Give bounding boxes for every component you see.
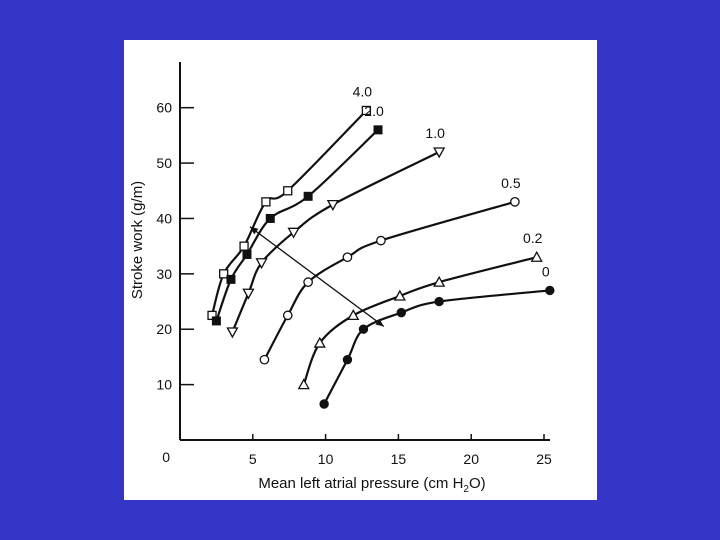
markers	[207, 105, 555, 409]
series-label: 1.0	[425, 125, 445, 141]
open-triangle-up-marker	[347, 309, 360, 321]
x-tick-label: 10	[318, 451, 334, 467]
y-tick-label: 60	[156, 100, 172, 116]
series-label: 0.2	[523, 230, 543, 246]
y-tick-label: 10	[156, 377, 172, 393]
y-tick-label: 30	[156, 266, 172, 282]
open-triangle-up-marker	[313, 336, 326, 348]
series-label: 0	[542, 263, 550, 279]
open-triangle-up-marker	[433, 275, 446, 287]
series-label: 4.0	[353, 83, 373, 99]
series-line	[302, 256, 537, 386]
x-axis-title-end: O)	[469, 475, 486, 492]
double-arrow-annotation	[249, 226, 385, 327]
filled-square-marker	[265, 213, 275, 223]
open-triangle-down-marker	[255, 258, 268, 270]
axes	[179, 62, 550, 441]
open-circle-marker	[282, 310, 293, 321]
open-circle-marker	[342, 252, 353, 263]
open-triangle-down-marker	[326, 199, 339, 211]
open-square-marker	[261, 197, 271, 207]
filled-circle-marker	[319, 399, 329, 409]
y-tick-label: 50	[156, 155, 172, 171]
open-triangle-up-marker	[393, 289, 406, 301]
x-axis-title: Mean left atrial pressure (cm H2O)	[258, 475, 485, 495]
y-tick-label: 20	[156, 321, 172, 337]
open-circle-marker	[376, 235, 386, 246]
filled-square-marker	[242, 249, 252, 259]
curve-labels: 4.0 2.0 1.0 0.5 0.2 0	[353, 83, 550, 279]
open-triangle-up-marker	[530, 250, 543, 262]
open-circle-marker	[259, 354, 270, 365]
filled-circle-marker	[396, 307, 407, 318]
series-line	[231, 151, 440, 333]
series-label: 0.5	[501, 175, 521, 191]
open-circle-marker	[510, 196, 520, 207]
open-triangle-down-marker	[433, 147, 446, 159]
open-triangle-up-marker	[297, 378, 310, 390]
filled-circle-marker	[545, 285, 555, 296]
y-tick-label: 40	[156, 210, 172, 226]
open-square-marker	[361, 105, 372, 116]
chart-panel: 10 20 30 40 50 60 5 10 15 20 25 4.0 2.0 1.0 0.5 0.2 0 0…	[124, 40, 597, 500]
origin-tick-label: 0	[162, 449, 170, 465]
x-axis-title-subscript: 2	[463, 484, 469, 495]
x-tick-label: 20	[463, 451, 479, 467]
filled-circle-marker	[434, 296, 444, 307]
series-line	[210, 109, 368, 316]
x-tick-label: 25	[536, 451, 552, 467]
open-circle-marker	[303, 277, 313, 288]
series-label: 2.0	[364, 103, 384, 119]
open-square-marker	[219, 269, 229, 279]
ticks: 10 20 30 40 50 60 5 10 15 20 25	[156, 100, 552, 467]
filled-circle-marker	[342, 354, 353, 365]
open-triangle-down-marker	[242, 288, 255, 300]
filled-circle-marker	[358, 324, 369, 334]
arrow-head	[375, 318, 384, 327]
y-axis-title: Stroke work (g/m)	[129, 181, 146, 299]
open-square-marker	[239, 241, 249, 251]
x-tick-label: 5	[249, 451, 257, 467]
series-line	[215, 129, 379, 322]
filled-square-marker	[211, 316, 221, 326]
arrow-head	[249, 226, 259, 235]
x-axis-title-main: Mean left atrial pressure (cm H	[258, 475, 463, 492]
filled-square-marker	[303, 191, 313, 201]
open-square-marker	[283, 186, 293, 196]
arrow-line	[249, 226, 385, 327]
filled-square-marker	[226, 274, 236, 284]
x-tick-label: 15	[391, 451, 407, 467]
stroke-work-chart: 10 20 30 40 50 60 5 10 15 20 25 4.0 2.0 1.0 0.5 0.2 0 0…	[129, 62, 555, 495]
open-triangle-down-marker	[287, 227, 300, 239]
open-triangle-down-marker	[226, 327, 239, 339]
filled-square-marker	[373, 125, 383, 135]
